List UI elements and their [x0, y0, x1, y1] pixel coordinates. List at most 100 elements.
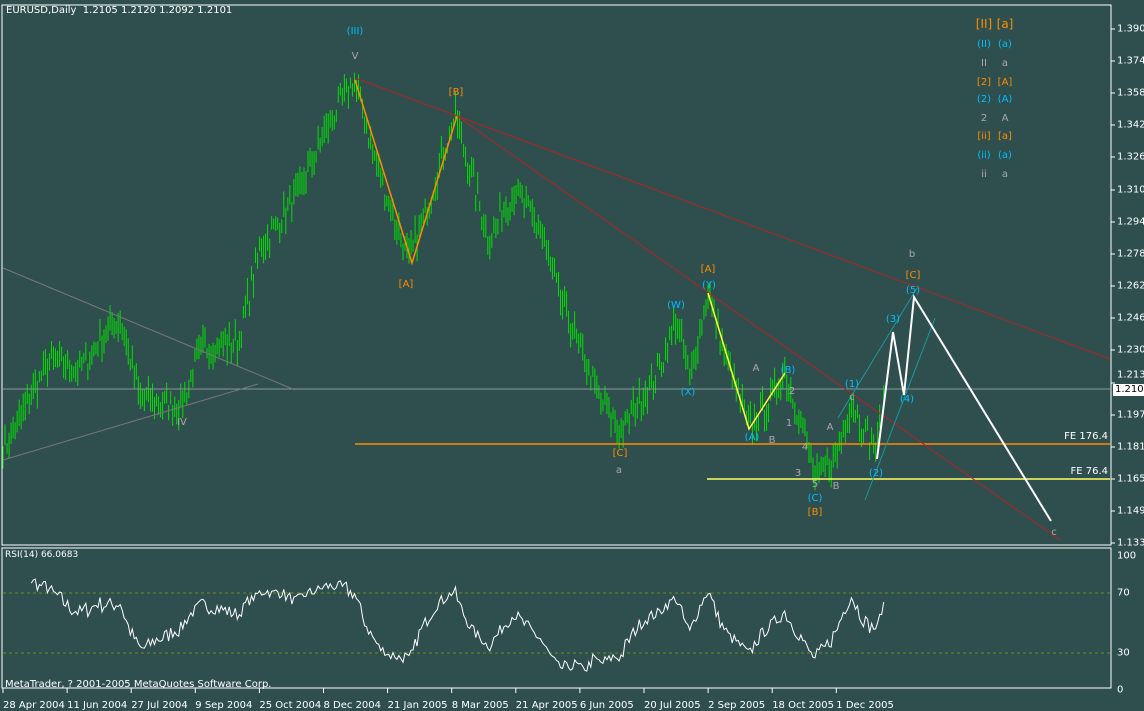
wave-label: 5: [811, 479, 819, 490]
wave-label: B: [832, 481, 840, 492]
legend-label: (II): [977, 39, 991, 50]
wave-label: 3: [794, 468, 802, 479]
wave-label: A: [752, 363, 760, 374]
trendline-long[interactable]: [354, 77, 1111, 360]
date-label: 6 Jun 2005: [579, 700, 634, 711]
wave-label: [C]: [905, 270, 921, 281]
legend-label: ii: [981, 169, 987, 180]
rsi-panel-frame: [1, 547, 1112, 689]
price-axis-label: 1.1975: [1117, 409, 1144, 421]
white-projection-wave[interactable]: [876, 293, 1052, 522]
yellow-wave[interactable]: [707, 292, 786, 431]
date-label: 8 Dec 2004: [323, 700, 382, 711]
wave-label: c: [849, 392, 855, 403]
wave-label: 1: [785, 418, 793, 429]
wave-label: (3): [885, 314, 901, 325]
trendline-steep[interactable]: [456, 115, 1061, 541]
wave-label: [A]: [398, 279, 414, 290]
wave-label: (C): [807, 493, 823, 504]
channel-line-upper[interactable]: [837, 287, 918, 419]
price-axis-label: 1.1335: [1117, 537, 1144, 549]
legend-label: A: [1001, 113, 1009, 124]
price-axis-label: 1.3745: [1117, 55, 1144, 67]
date-label: 21 Jan 2005: [387, 700, 448, 711]
legend-label: (2): [976, 94, 992, 105]
legend-label: a: [1001, 58, 1009, 69]
rsi-axis-30: 30: [1117, 647, 1130, 659]
main-chart-frame: [1, 4, 1112, 546]
price-axis-label: 1.2940: [1117, 216, 1144, 228]
orange-wave[interactable]: [354, 79, 458, 266]
legend-label: a: [1001, 169, 1009, 180]
rsi-axis-100: 100: [1117, 550, 1137, 562]
legend-label: [2]: [976, 77, 992, 88]
legend-label: II: [981, 58, 987, 69]
date-label: 1 Dec 2005: [836, 700, 894, 711]
wave-label: (A): [744, 432, 760, 443]
wave-label: [C]: [612, 448, 628, 459]
date-label: 2 Sep 2005: [708, 700, 766, 711]
legend-label: [A]: [997, 77, 1013, 88]
fe-76-label: FE 76.4: [1070, 466, 1108, 477]
legend-label: [a]: [998, 131, 1012, 142]
price-axis-label: 1.2135: [1117, 369, 1144, 381]
wave-label: (X): [680, 387, 696, 398]
rsi-line: [30, 578, 885, 672]
wave-label: [B]: [448, 87, 464, 98]
wave-label: (4): [899, 394, 915, 405]
price-axis-label: 1.2460: [1117, 312, 1144, 324]
price-axis-label: 1.3265: [1117, 151, 1144, 163]
date-label: 18 Oct 2005: [772, 700, 835, 711]
wave-label: IV: [177, 417, 187, 428]
date-label: 21 Apr 2005: [515, 700, 578, 711]
price-axis-label: 1.3585: [1117, 87, 1144, 99]
date-label: 11 Jun 2004: [67, 700, 128, 711]
current-price-tag: 1.2101: [1113, 384, 1144, 396]
wave-label: (Y): [702, 280, 716, 291]
wave-label: [B]: [807, 507, 823, 518]
copyright-text: MetaTrader, ? 2001-2005 MetaQuotes Softw…: [5, 679, 272, 690]
legend-label: 2: [980, 113, 988, 124]
wave-label: 4: [801, 442, 809, 453]
price-axis-label: 1.2780: [1117, 248, 1144, 260]
date-label: 25 Oct 2004: [259, 700, 322, 711]
price-axis-label: 1.2300: [1117, 344, 1144, 356]
wave-label: c: [1051, 527, 1057, 538]
wave-label: (5): [905, 285, 921, 296]
price-bars: [2, 72, 885, 491]
fe-176-label: FE 176.4: [1064, 431, 1108, 442]
price-axis-label: 1.1815: [1117, 441, 1144, 453]
date-label: 8 Mar 2005: [451, 700, 509, 711]
wave-label: (W): [667, 300, 685, 311]
symbol-timeframe: EURUSD,Daily: [6, 5, 77, 16]
wave-label: a: [615, 465, 623, 476]
rsi-axis-0: 0: [1117, 684, 1124, 696]
legend-label: [ii]: [977, 131, 991, 142]
date-label: 28 Apr 2004: [3, 700, 65, 711]
wave-label: [A]: [700, 264, 716, 275]
wave-label: (B): [780, 365, 796, 376]
triangle-upper-line[interactable]: [2, 267, 296, 391]
wave-label: V: [351, 51, 359, 62]
legend-label: [II]: [975, 17, 993, 31]
wave-label: b: [908, 249, 916, 260]
symbol-header: EURUSD,Daily 1.2105 1.2120 1.2092 1.2101: [6, 5, 232, 16]
wave-label: A: [826, 422, 834, 433]
wave-label: (1): [844, 379, 860, 390]
wave-label: (III): [346, 26, 364, 37]
channel-line-lower[interactable]: [864, 317, 936, 501]
price-axis-label: 1.3425: [1117, 119, 1144, 131]
date-label: 9 Sep 2004: [195, 700, 253, 711]
triangle-lower-line[interactable]: [2, 383, 259, 461]
price-axis-label: 1.1495: [1117, 505, 1144, 517]
rsi-axis-70: 70: [1117, 587, 1130, 599]
ohlc-values: 1.2105 1.2120 1.2092 1.2101: [82, 5, 233, 16]
wave-label: (2): [868, 468, 884, 479]
legend-label: (a): [998, 150, 1012, 161]
date-label: 27 Jul 2004: [131, 700, 188, 711]
price-axis-label: 1.1655: [1117, 473, 1144, 485]
price-axis-label: 1.3905: [1117, 23, 1144, 35]
legend-label: [a]: [996, 17, 1014, 31]
